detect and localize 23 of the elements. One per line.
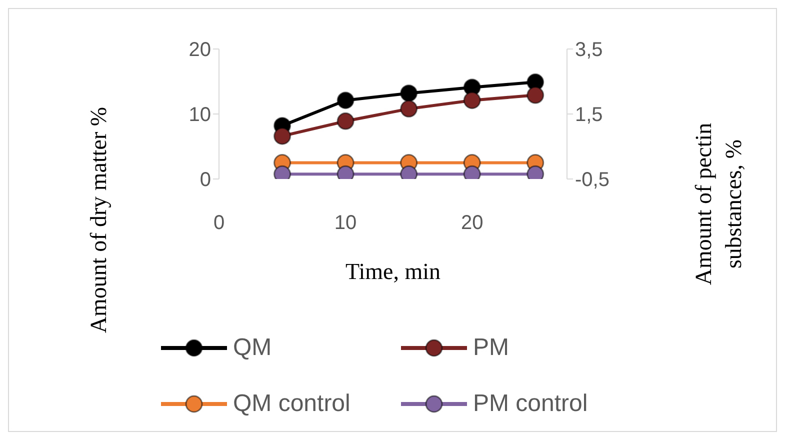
point [400, 84, 418, 102]
y2-axis-title: Amount of pectin substances, % [690, 122, 747, 288]
point [526, 86, 544, 104]
y2-tick-label: -0,5 [575, 169, 610, 192]
y-tick-label: 20 [188, 39, 211, 62]
point [336, 112, 354, 130]
x-axis-title: Time, min [344, 259, 442, 285]
legend-label: PM control [473, 390, 588, 418]
y-axis-title: Amount of dry matter % [85, 106, 112, 336]
y-tick-label: 10 [188, 104, 211, 126]
point [400, 100, 418, 118]
legend-label: QM [233, 334, 272, 362]
x-tick-label: 20 [460, 212, 484, 234]
legend-label: QM control [233, 390, 350, 418]
legend-label: PM [473, 334, 509, 362]
y2-tick-label: 3,5 [575, 39, 603, 62]
x-tick-label: 10 [334, 212, 357, 234]
x-tick-label: 0 [213, 212, 225, 234]
point [274, 127, 292, 145]
point [463, 92, 481, 110]
y2-tick-label: 1,5 [575, 104, 603, 126]
point [336, 92, 354, 110]
y-tick-label: 0 [200, 169, 211, 192]
